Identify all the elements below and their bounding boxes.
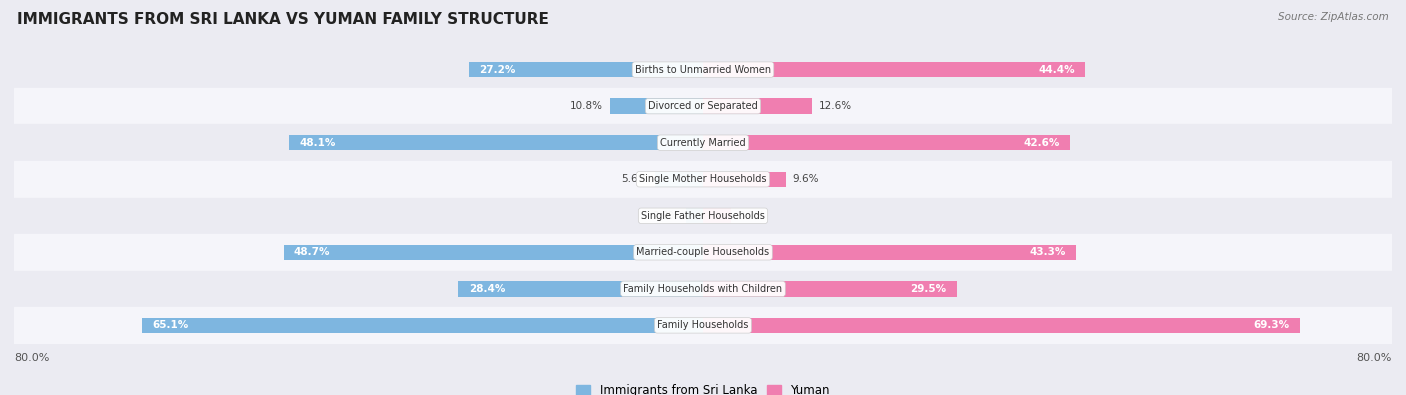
Bar <box>14 234 1392 271</box>
Text: 5.6%: 5.6% <box>621 174 648 184</box>
Bar <box>703 62 1085 77</box>
Text: 48.1%: 48.1% <box>299 138 336 148</box>
Text: 28.4%: 28.4% <box>468 284 505 294</box>
Text: 43.3%: 43.3% <box>1029 247 1066 257</box>
Bar <box>703 281 957 297</box>
Text: Births to Unmarried Women: Births to Unmarried Women <box>636 65 770 75</box>
Bar <box>288 135 703 150</box>
Bar <box>14 307 1392 344</box>
Text: Family Households: Family Households <box>658 320 748 330</box>
Text: Single Father Households: Single Father Households <box>641 211 765 221</box>
Text: 3.3%: 3.3% <box>738 211 765 221</box>
Text: 80.0%: 80.0% <box>14 353 49 363</box>
Bar <box>703 245 1076 260</box>
Bar <box>703 98 811 114</box>
Bar <box>610 98 703 114</box>
Bar <box>14 88 1392 124</box>
Text: Family Households with Children: Family Households with Children <box>623 284 783 294</box>
Text: 69.3%: 69.3% <box>1253 320 1289 330</box>
Bar <box>14 124 1392 161</box>
Text: Single Mother Households: Single Mother Households <box>640 174 766 184</box>
Bar <box>703 135 1070 150</box>
Bar <box>703 208 731 224</box>
Text: 27.2%: 27.2% <box>479 65 516 75</box>
Bar <box>686 208 703 224</box>
Text: Divorced or Separated: Divorced or Separated <box>648 101 758 111</box>
Text: Currently Married: Currently Married <box>661 138 745 148</box>
Bar <box>655 171 703 187</box>
Text: 2.0%: 2.0% <box>652 211 679 221</box>
Legend: Immigrants from Sri Lanka, Yuman: Immigrants from Sri Lanka, Yuman <box>571 380 835 395</box>
Text: 10.8%: 10.8% <box>569 101 603 111</box>
Text: 42.6%: 42.6% <box>1024 138 1060 148</box>
Text: Source: ZipAtlas.com: Source: ZipAtlas.com <box>1278 12 1389 22</box>
Bar <box>14 161 1392 198</box>
Text: IMMIGRANTS FROM SRI LANKA VS YUMAN FAMILY STRUCTURE: IMMIGRANTS FROM SRI LANKA VS YUMAN FAMIL… <box>17 12 548 27</box>
Text: 9.6%: 9.6% <box>793 174 820 184</box>
Text: 29.5%: 29.5% <box>911 284 946 294</box>
Bar <box>142 318 703 333</box>
Bar <box>14 198 1392 234</box>
Text: 65.1%: 65.1% <box>153 320 188 330</box>
Bar <box>14 271 1392 307</box>
Bar <box>703 318 1299 333</box>
Bar <box>284 245 703 260</box>
Text: 48.7%: 48.7% <box>294 247 330 257</box>
Text: 44.4%: 44.4% <box>1039 65 1076 75</box>
Bar <box>14 51 1392 88</box>
Text: 80.0%: 80.0% <box>1357 353 1392 363</box>
Text: 12.6%: 12.6% <box>818 101 852 111</box>
Bar <box>468 62 703 77</box>
Text: Married-couple Households: Married-couple Households <box>637 247 769 257</box>
Bar <box>703 171 786 187</box>
Bar <box>458 281 703 297</box>
